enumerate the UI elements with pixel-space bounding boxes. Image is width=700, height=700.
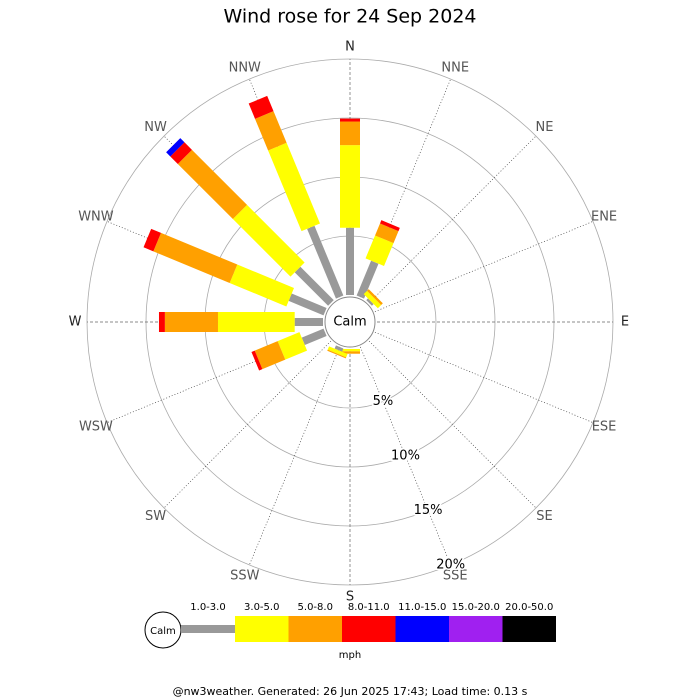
legend-label: 3.0-5.0: [244, 602, 279, 613]
bar-segment: [143, 228, 161, 252]
calm-label: Calm: [333, 315, 366, 330]
legend-label: 15.0-20.0: [452, 602, 500, 613]
legend-label: 20.0-50.0: [505, 602, 553, 613]
bar-segment: [363, 290, 382, 309]
direction-label: SSE: [443, 569, 468, 584]
bar-segment: [334, 345, 344, 352]
bar-segment: [164, 312, 218, 332]
bar-segment: [232, 204, 305, 277]
direction-label: ESE: [592, 420, 617, 435]
direction-label: NNW: [229, 60, 261, 75]
bar-segment: [301, 328, 327, 346]
bar-segment: [294, 266, 334, 306]
r-tick-label: 10%: [391, 448, 420, 463]
direction-label: SSW: [230, 569, 260, 584]
legend-swatch: [288, 616, 342, 642]
bar-segment: [277, 332, 308, 360]
legend-swatch: [181, 625, 235, 633]
bar-segment: [340, 145, 360, 228]
direction-label: SW: [145, 509, 166, 524]
r-tick-label: 5%: [373, 394, 394, 409]
bar-segment: [170, 142, 192, 164]
footer: @nw3weather. Generated: 26 Jun 2025 17:4…: [173, 685, 528, 698]
legend-swatch: [342, 616, 396, 642]
bar-segment: [288, 293, 327, 316]
r-tick-label: 20%: [436, 557, 465, 572]
legend-calm-label: Calm: [150, 626, 176, 637]
direction-label: ENE: [591, 209, 617, 224]
legend-swatch: [502, 616, 556, 642]
direction-label: E: [621, 315, 629, 330]
bar-segment: [254, 341, 286, 370]
bar-segment: [365, 235, 394, 266]
bar-segment: [217, 312, 295, 332]
bar-segment: [158, 312, 165, 332]
spoke: [368, 135, 537, 304]
bar-segment: [375, 223, 399, 244]
legend-label: 5.0-8.0: [298, 602, 333, 613]
bar-segment: [340, 351, 360, 354]
direction-label: NE: [535, 120, 553, 135]
bar-segment: [255, 111, 287, 151]
direction-label: NNE: [441, 60, 469, 75]
bar-segment: [379, 220, 400, 232]
bar-segment: [356, 260, 379, 299]
legend-label: 8.0-11.0: [348, 602, 390, 613]
direction-label: N: [345, 40, 355, 55]
legend-unit: mph: [339, 650, 361, 661]
bar-segment: [307, 225, 344, 299]
spoke: [374, 221, 594, 312]
bar-segment: [229, 264, 294, 307]
bar-segment: [251, 350, 263, 371]
bar-segment: [340, 349, 360, 352]
direction-label: W: [69, 315, 82, 330]
spoke: [249, 346, 340, 566]
spoke: [163, 340, 332, 509]
legend-label: 1.0-3.0: [190, 602, 225, 613]
bar-segment: [166, 138, 185, 157]
spoke: [368, 340, 537, 509]
bar-segment: [268, 142, 321, 232]
chart-title: Wind rose for 24 Sep 2024: [223, 6, 476, 28]
legend-swatch: [395, 616, 449, 642]
bar-segment: [248, 95, 274, 119]
legend-label: 11.0-15.0: [398, 602, 446, 613]
direction-label: WSW: [79, 420, 113, 435]
bar-segment: [177, 149, 248, 220]
bar-segment: [340, 118, 360, 122]
calm-circle: [324, 296, 376, 348]
bar-segment: [366, 298, 374, 306]
legend-swatch: [449, 616, 503, 642]
bar-segment: [340, 121, 360, 146]
legend-swatch: [235, 616, 289, 642]
bar-segment: [346, 227, 354, 295]
bar-segment: [327, 346, 348, 358]
bar-segment: [327, 349, 347, 359]
bar-segment: [153, 232, 238, 283]
direction-label: WNW: [78, 209, 114, 224]
direction-label: NW: [144, 120, 167, 135]
direction-label: SE: [536, 509, 552, 524]
spoke: [374, 332, 594, 423]
r-tick-label: 15%: [414, 503, 443, 518]
bar-segment: [294, 318, 323, 326]
bar-segment: [367, 289, 383, 305]
spoke: [360, 346, 451, 566]
direction-label: S: [346, 590, 354, 605]
